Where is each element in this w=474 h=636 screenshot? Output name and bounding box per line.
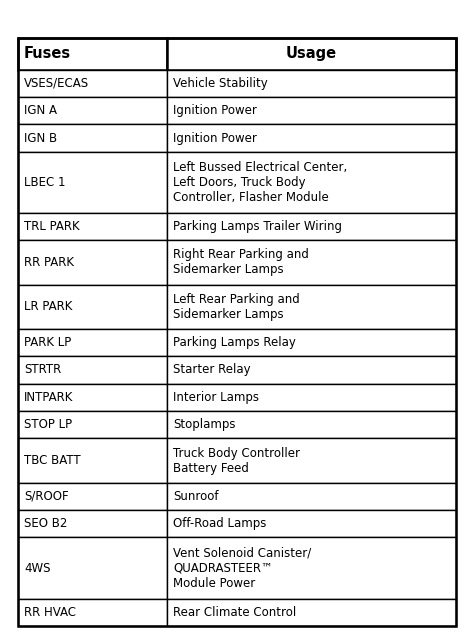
Text: SEO B2: SEO B2 xyxy=(24,517,67,530)
Bar xyxy=(167,510,456,537)
Bar xyxy=(18,97,167,125)
Text: Sunroof: Sunroof xyxy=(173,490,219,503)
Text: Off-Road Lamps: Off-Road Lamps xyxy=(173,517,266,530)
Bar xyxy=(167,598,456,626)
Bar xyxy=(167,38,456,69)
Text: Vent Solenoid Canister/
QUADRASTEER™
Module Power: Vent Solenoid Canister/ QUADRASTEER™ Mod… xyxy=(173,546,311,590)
Bar xyxy=(18,69,167,97)
Bar xyxy=(18,510,167,537)
Bar xyxy=(18,537,167,598)
Text: Truck Body Controller
Battery Feed: Truck Body Controller Battery Feed xyxy=(173,446,300,474)
Text: Interior Lamps: Interior Lamps xyxy=(173,391,259,404)
Text: Starter Relay: Starter Relay xyxy=(173,363,251,377)
Bar xyxy=(18,240,167,284)
Bar xyxy=(18,384,167,411)
Bar xyxy=(167,537,456,598)
Bar xyxy=(18,411,167,438)
Text: INTPARK: INTPARK xyxy=(24,391,73,404)
Bar xyxy=(18,213,167,240)
Text: TRL PARK: TRL PARK xyxy=(24,220,80,233)
Bar xyxy=(167,152,456,213)
Text: PARK LP: PARK LP xyxy=(24,336,71,349)
Text: 4WS: 4WS xyxy=(24,562,51,574)
Bar xyxy=(167,411,456,438)
Text: TBC BATT: TBC BATT xyxy=(24,454,81,467)
Text: RR PARK: RR PARK xyxy=(24,256,74,269)
Text: Parking Lamps Relay: Parking Lamps Relay xyxy=(173,336,296,349)
Text: Vehicle Stability: Vehicle Stability xyxy=(173,77,268,90)
Bar xyxy=(167,213,456,240)
Bar xyxy=(18,38,167,69)
Text: S/ROOF: S/ROOF xyxy=(24,490,69,503)
Text: Fuses: Fuses xyxy=(24,46,71,61)
Text: Left Rear Parking and
Sidemarker Lamps: Left Rear Parking and Sidemarker Lamps xyxy=(173,293,300,321)
Text: RR HVAC: RR HVAC xyxy=(24,606,76,619)
Bar xyxy=(167,329,456,356)
Bar xyxy=(167,483,456,510)
Text: Left Bussed Electrical Center,
Left Doors, Truck Body
Controller, Flasher Module: Left Bussed Electrical Center, Left Door… xyxy=(173,161,347,204)
Text: Rear Climate Control: Rear Climate Control xyxy=(173,606,296,619)
Bar xyxy=(167,240,456,284)
Bar xyxy=(167,356,456,384)
Bar xyxy=(167,69,456,97)
Bar xyxy=(18,438,167,483)
Bar xyxy=(18,598,167,626)
Bar xyxy=(167,438,456,483)
Text: IGN B: IGN B xyxy=(24,132,57,144)
Text: Parking Lamps Trailer Wiring: Parking Lamps Trailer Wiring xyxy=(173,220,342,233)
Text: Usage: Usage xyxy=(286,46,337,61)
Text: STOP LP: STOP LP xyxy=(24,418,72,431)
Text: VSES/ECAS: VSES/ECAS xyxy=(24,77,89,90)
Text: LBEC 1: LBEC 1 xyxy=(24,176,65,189)
Bar xyxy=(167,97,456,125)
Text: Right Rear Parking and
Sidemarker Lamps: Right Rear Parking and Sidemarker Lamps xyxy=(173,249,309,277)
Bar xyxy=(167,125,456,152)
Text: STRTR: STRTR xyxy=(24,363,61,377)
Bar xyxy=(18,329,167,356)
Bar xyxy=(167,384,456,411)
Bar xyxy=(18,284,167,329)
Bar xyxy=(18,356,167,384)
Text: Ignition Power: Ignition Power xyxy=(173,132,257,144)
Text: Stoplamps: Stoplamps xyxy=(173,418,236,431)
Text: Ignition Power: Ignition Power xyxy=(173,104,257,117)
Text: IGN A: IGN A xyxy=(24,104,57,117)
Bar xyxy=(167,284,456,329)
Text: LR PARK: LR PARK xyxy=(24,300,73,313)
Bar xyxy=(18,125,167,152)
Bar xyxy=(18,152,167,213)
Bar xyxy=(18,483,167,510)
